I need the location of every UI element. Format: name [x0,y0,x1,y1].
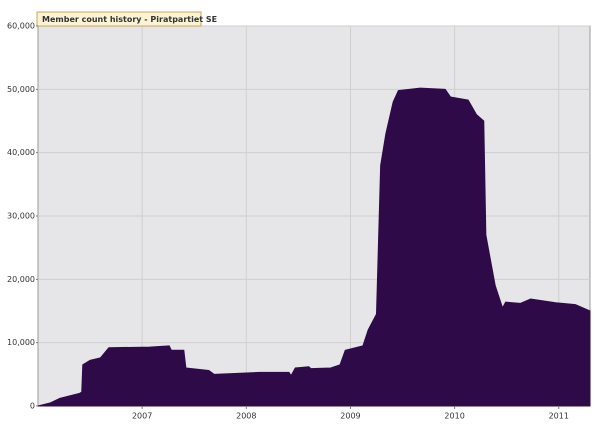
chart-title: Member count history - Piratpartiet SE [42,15,217,24]
x-tick-label: 2010 [444,412,464,421]
x-tick-label: 2009 [340,412,360,421]
y-tick-label: 10,000 [7,338,35,347]
x-tick-label: 2008 [236,412,256,421]
y-tick-label: 0 [30,402,35,411]
y-tick-label: 50,000 [7,85,35,94]
y-tick-label: 40,000 [7,148,35,157]
y-tick-label: 60,000 [7,22,35,31]
y-tick-label: 30,000 [7,212,35,221]
area [37,87,591,407]
x-tick-label: 2007 [132,412,152,421]
y-tick-label: 20,000 [7,275,35,284]
x-tick-label: 2011 [549,412,569,421]
title-box [36,11,202,27]
